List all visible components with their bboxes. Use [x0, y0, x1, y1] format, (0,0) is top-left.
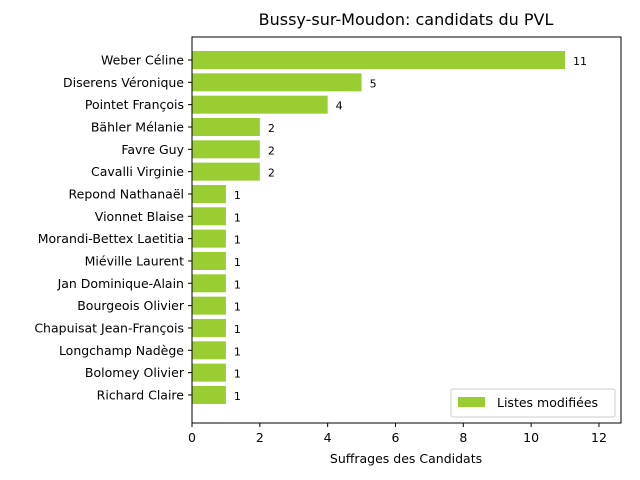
bar — [192, 296, 226, 315]
legend-swatch — [458, 397, 485, 407]
category-label: Chapuisat Jean-François — [34, 320, 184, 335]
bar — [192, 140, 260, 159]
value-label: 1 — [234, 234, 241, 247]
value-label: 1 — [234, 301, 241, 314]
legend-frame — [450, 388, 616, 418]
category-label: Favre Guy — [121, 142, 184, 157]
value-label: 1 — [234, 256, 241, 269]
bar — [192, 274, 226, 293]
category-label: Jan Dominique-Alain — [57, 276, 184, 291]
bars-group — [192, 51, 566, 404]
bar — [192, 341, 226, 360]
value-label: 5 — [370, 77, 377, 90]
value-label: 1 — [234, 278, 241, 291]
value-label: 1 — [234, 189, 241, 202]
category-label: Miéville Laurent — [85, 253, 184, 268]
category-label: Morandi-Bettex Laetitia — [38, 231, 184, 246]
bar — [192, 117, 260, 136]
value-label: 1 — [234, 390, 241, 403]
bar — [192, 318, 226, 337]
bar — [192, 51, 566, 69]
x-tick-label: 6 — [392, 430, 400, 445]
x-tick-label: 4 — [324, 430, 332, 445]
category-label: Pointet François — [85, 97, 184, 112]
category-label: Repond Nathanaël — [69, 186, 184, 201]
x-tick-label: 0 — [188, 430, 196, 445]
x-tick-label: 12 — [591, 430, 607, 445]
legend-label: Listes modifiées — [497, 395, 598, 410]
category-label: Bolomey Olivier — [85, 365, 185, 380]
bar — [192, 229, 226, 248]
chart-title: Bussy-sur-Moudon: candidats du PVL — [259, 10, 554, 29]
bar — [192, 251, 226, 270]
category-label: Cavalli Virginie — [91, 164, 184, 179]
value-label: 1 — [234, 323, 241, 336]
x-tick-label: 10 — [523, 430, 539, 445]
category-label: Longchamp Nadège — [59, 343, 184, 358]
value-label: 1 — [234, 345, 241, 358]
category-label: Bähler Mélanie — [91, 119, 184, 134]
category-label: Richard Claire — [97, 387, 185, 402]
value-label: 11 — [573, 55, 587, 68]
bar — [192, 363, 226, 382]
bar — [192, 385, 226, 404]
bar — [192, 73, 362, 92]
category-label: Weber Céline — [101, 53, 184, 68]
x-tick-label: 2 — [256, 430, 264, 445]
value-label: 2 — [268, 122, 275, 135]
category-label: Bourgeois Olivier — [77, 298, 185, 313]
category-labels: Weber Céline Diserens Véronique Pointet Fr… — [34, 53, 192, 402]
value-label: 2 — [268, 144, 275, 157]
value-label: 2 — [268, 167, 275, 180]
x-tick-label: 8 — [459, 430, 467, 445]
bar — [192, 207, 226, 226]
plot-frame — [191, 36, 622, 424]
bar — [192, 162, 260, 181]
category-label: Vionnet Blaise — [95, 209, 185, 224]
value-label: 4 — [336, 100, 343, 113]
bar — [192, 95, 328, 114]
value-label: 1 — [234, 211, 241, 224]
x-axis-ticks: 0 2 4 6 8 10 12 — [188, 423, 607, 445]
legend: Listes modifiées — [450, 388, 616, 418]
x-axis-label: Suffrages des Candidats — [330, 451, 482, 466]
bar — [192, 184, 226, 203]
category-label: Diserens Véronique — [63, 75, 184, 90]
value-label: 1 — [234, 368, 241, 381]
